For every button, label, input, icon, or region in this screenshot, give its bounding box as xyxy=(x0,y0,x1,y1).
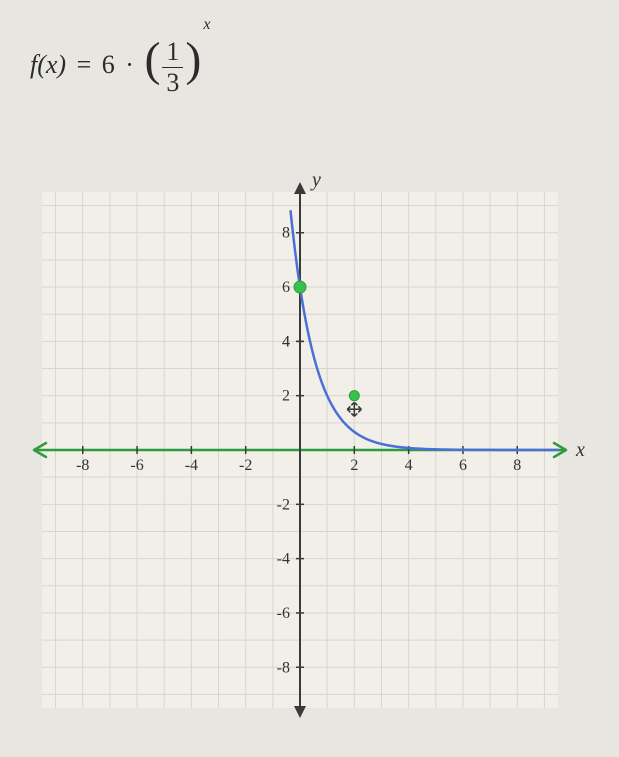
svg-text:-4: -4 xyxy=(185,457,198,474)
svg-text:-2: -2 xyxy=(239,457,252,474)
svg-text:6: 6 xyxy=(282,279,290,296)
svg-text:8: 8 xyxy=(282,225,290,242)
equation-right-paren: ) xyxy=(185,33,201,86)
svg-text:-8: -8 xyxy=(277,659,290,676)
equation-left-paren: ( xyxy=(144,33,160,86)
svg-text:-6: -6 xyxy=(277,605,290,622)
equation: f(x) = 6 · (13)x xyxy=(30,30,209,96)
plotted-point[interactable] xyxy=(294,281,306,293)
equation-exponent: x xyxy=(203,16,210,33)
equation-fraction: 13 xyxy=(162,39,183,96)
y-axis-label: y xyxy=(310,170,321,191)
equation-denominator: 3 xyxy=(162,68,183,96)
equation-numerator: 1 xyxy=(162,39,183,68)
equation-lhs: f(x) xyxy=(30,50,66,79)
chart[interactable]: -8-6-4-22468864-2-4-6-824xy xyxy=(20,170,600,730)
svg-text:6: 6 xyxy=(459,457,467,474)
y-axis-arrow-down xyxy=(294,706,306,718)
chart-svg[interactable]: -8-6-4-22468864-2-4-6-824xy xyxy=(20,170,600,730)
equation-equals: = xyxy=(77,50,92,79)
svg-text:2: 2 xyxy=(282,388,290,405)
plotted-point[interactable] xyxy=(349,391,359,401)
svg-text:2: 2 xyxy=(350,457,358,474)
svg-text:-4: -4 xyxy=(277,551,290,568)
svg-text:-8: -8 xyxy=(76,457,89,474)
svg-text:4: 4 xyxy=(282,333,290,350)
equation-coeff: 6 xyxy=(102,50,115,79)
svg-text:-2: -2 xyxy=(277,496,290,513)
svg-text:-6: -6 xyxy=(130,457,143,474)
x-axis-label: x xyxy=(575,439,585,461)
svg-text:4: 4 xyxy=(405,457,413,474)
y-axis-arrow-up xyxy=(294,182,306,194)
svg-text:8: 8 xyxy=(513,457,521,474)
equation-dot: · xyxy=(125,50,134,79)
